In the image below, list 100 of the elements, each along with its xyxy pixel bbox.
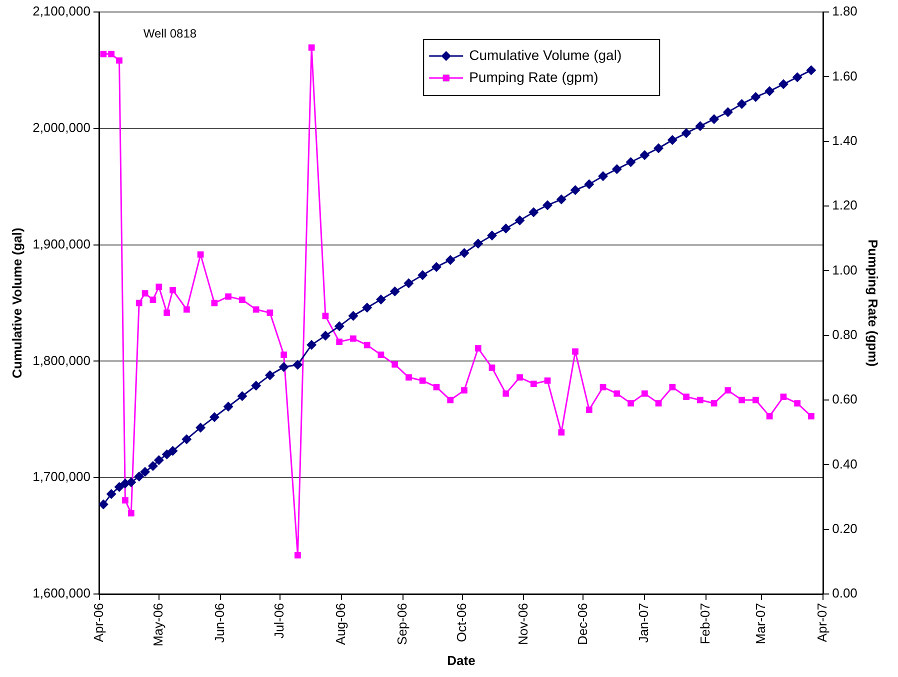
x-tick-label: Oct-06: [454, 603, 469, 642]
point: [134, 471, 144, 482]
y2-tick-label: 1.40: [832, 132, 858, 148]
point: [106, 488, 116, 499]
x-tick-label: Aug-06: [332, 603, 348, 645]
point: [418, 270, 428, 280]
point: [170, 286, 176, 294]
point: [350, 335, 356, 342]
x-tick-label: Nov-06: [515, 603, 530, 645]
x-tick-label: Jun-06: [212, 603, 227, 643]
point: [211, 300, 218, 306]
point: [162, 449, 172, 460]
point: [433, 384, 440, 390]
point: [558, 429, 565, 436]
point: [667, 135, 678, 146]
point: [237, 391, 248, 402]
point: [556, 194, 566, 204]
point: [320, 330, 330, 341]
y2-tick-label: 0.20: [832, 520, 858, 536]
x-tick-label: Dec-06: [574, 603, 590, 645]
point: [126, 477, 136, 488]
point: [336, 338, 343, 346]
y-tick-label: 1,600,000: [32, 586, 90, 601]
point: [445, 254, 456, 265]
point: [108, 50, 115, 58]
point: [148, 461, 158, 471]
point: [419, 377, 426, 384]
point: [736, 98, 747, 109]
y-axis-title: Cumulative Volume (gal): [9, 228, 24, 378]
point: [778, 79, 788, 90]
point: [614, 390, 620, 397]
point: [183, 306, 190, 313]
x-tick-label: Apr-06: [91, 603, 106, 642]
point: [738, 396, 745, 404]
point: [641, 390, 648, 397]
y2-tick-label: 0.00: [832, 586, 858, 601]
y2-tick-label: 0.60: [832, 392, 858, 407]
point: [99, 499, 108, 510]
x-tick-label: May-06: [150, 603, 166, 646]
y-tick-label: 1,900,000: [32, 236, 90, 252]
point: [292, 360, 303, 370]
point: [306, 340, 317, 350]
point: [808, 413, 814, 420]
x-tick-label: Feb-07: [698, 603, 713, 644]
point: [750, 92, 761, 102]
point: [683, 394, 690, 400]
point: [128, 510, 134, 516]
point: [266, 310, 274, 316]
point: [584, 179, 594, 190]
point: [681, 128, 692, 138]
y2-axis-title: Pumping Rate (gpm): [866, 239, 881, 367]
point: [766, 413, 773, 420]
point: [136, 300, 142, 306]
y2-tick-label: 1.80: [832, 4, 858, 19]
point: [488, 364, 496, 371]
point: [669, 384, 676, 390]
point: [752, 396, 759, 404]
point: [390, 286, 400, 296]
point: [392, 361, 398, 368]
point: [378, 352, 384, 358]
y2-tick-label: 1.20: [832, 198, 858, 213]
point: [264, 370, 275, 380]
point: [474, 345, 482, 352]
point: [544, 377, 551, 384]
point: [710, 400, 718, 406]
point: [486, 230, 497, 241]
point: [570, 185, 580, 196]
point: [223, 402, 234, 412]
point: [280, 352, 287, 358]
x-tick-label: Jul-06: [271, 603, 286, 638]
point: [150, 296, 156, 303]
point: [196, 422, 206, 433]
x-tick-label: Mar-07: [753, 603, 768, 644]
point: [516, 374, 523, 381]
point: [140, 466, 150, 477]
point: [376, 294, 386, 305]
point: [100, 50, 107, 58]
point: [724, 387, 732, 394]
y-tick-label: 2,000,000: [32, 120, 90, 135]
point: [294, 552, 301, 558]
legend-label: Pumping Rate (gpm): [469, 68, 598, 85]
point: [654, 143, 664, 154]
point: [500, 224, 511, 234]
point: [794, 400, 801, 406]
point: [640, 150, 650, 160]
point: [154, 455, 164, 466]
point: [461, 387, 468, 394]
annotation: Well 0818: [143, 26, 197, 40]
legend-label: Cumulative Volume (gal): [469, 46, 622, 63]
y-tick-label: 1,700,000: [32, 469, 90, 484]
point: [116, 57, 122, 64]
point: [114, 482, 124, 492]
point: [586, 406, 592, 413]
point: [142, 290, 148, 297]
point: [572, 348, 578, 355]
point: [598, 171, 608, 182]
point: [156, 284, 162, 290]
point: [251, 380, 262, 391]
point: [722, 107, 733, 118]
point: [709, 114, 720, 124]
